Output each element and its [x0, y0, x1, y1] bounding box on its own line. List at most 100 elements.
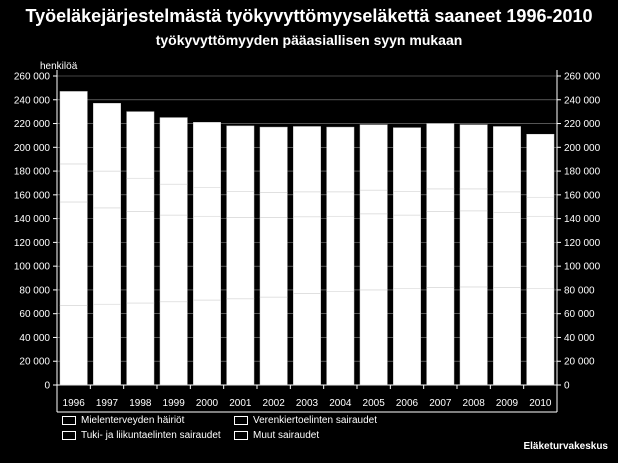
- bar-segment: [193, 299, 221, 386]
- y-tick-label-left: 140 000: [14, 214, 51, 225]
- bar-segment: [459, 124, 488, 190]
- bar-segment: [59, 91, 88, 165]
- bar-segment: [493, 212, 521, 288]
- y-tick-label-left: 60 000: [19, 309, 50, 320]
- bar-segment: [126, 302, 155, 386]
- bar-segment: [326, 126, 355, 193]
- y-tick-label-left: 100 000: [14, 262, 51, 273]
- x-tick-label: 2003: [296, 398, 319, 409]
- bar-segment: [526, 288, 555, 386]
- x-tick-label: 2008: [463, 398, 486, 409]
- x-tick-label: 2002: [263, 398, 286, 409]
- legend-item-3: Muut sairaudet: [234, 430, 319, 441]
- bar-segment: [159, 301, 188, 386]
- bar-segment: [193, 187, 221, 217]
- chart-subtitle: työkyvyttömyyden pääasiallisen syyn muka…: [155, 32, 463, 48]
- bar-segment: [193, 215, 221, 301]
- source-label: Eläketurvakeskus: [523, 441, 608, 452]
- legend-item-1: Tuki- ja liikuntaelinten sairaudet: [62, 430, 221, 441]
- y-tick-label-left: 260 000: [14, 72, 51, 83]
- bar-segment: [226, 217, 255, 300]
- legend-swatch-0: [62, 416, 76, 425]
- legend-item-0: Mielenterveyden häiriöt: [62, 415, 184, 426]
- bar-segment: [226, 191, 255, 218]
- bar-segment: [459, 210, 488, 288]
- y-tick-label-left: 160 000: [14, 190, 51, 201]
- bar-segment: [326, 191, 355, 217]
- bar-segment: [293, 191, 321, 218]
- x-tick-label: 2001: [229, 398, 252, 409]
- bar-segment: [359, 189, 388, 215]
- bar-segment: [126, 111, 155, 179]
- x-tick-label: 1996: [63, 398, 86, 409]
- bar-segment: [93, 103, 121, 172]
- legend-label-0: Mielenterveyden häiriöt: [81, 415, 185, 426]
- y-tick-label-right: 240 000: [564, 95, 601, 106]
- bar-segment: [93, 303, 121, 386]
- y-tick-label-left: 220 000: [14, 119, 51, 130]
- bar-segment: [259, 217, 288, 298]
- bar-segment: [159, 183, 188, 216]
- y-tick-label-right: 260 000: [564, 72, 601, 83]
- bar-segment: [493, 191, 521, 213]
- legend-swatch-3: [234, 431, 248, 440]
- bar-segment: [393, 127, 421, 192]
- y-tick-label-right: 40 000: [564, 333, 595, 344]
- bar-segment: [393, 288, 421, 386]
- legend-label-2: Verenkiertoelinten sairaudet: [253, 415, 377, 426]
- bar-segment: [126, 177, 155, 212]
- legend-item-2: Verenkiertoelinten sairaudet: [234, 415, 377, 426]
- x-tick-label: 1998: [129, 398, 152, 409]
- bar-segment: [193, 122, 221, 188]
- bar-segment: [393, 191, 421, 216]
- bar-segment: [293, 216, 321, 294]
- bar-segment: [526, 196, 555, 217]
- y-tick-label-right: 0: [564, 381, 570, 392]
- bar-segment: [493, 126, 521, 193]
- x-tick-label: 2007: [429, 398, 452, 409]
- bar-segment: [293, 126, 321, 193]
- bar-segment: [359, 213, 388, 291]
- bar-segment: [259, 192, 288, 218]
- y-axis-unit-label: henkilöä: [40, 61, 78, 72]
- legend-swatch-1: [62, 431, 76, 440]
- x-tick-label: 2000: [196, 398, 219, 409]
- y-tick-label-right: 140 000: [564, 214, 601, 225]
- y-tick-label-left: 40 000: [19, 333, 50, 344]
- bar-segment: [59, 163, 88, 203]
- bar-segment: [459, 286, 488, 386]
- y-tick-label-left: 180 000: [14, 167, 51, 178]
- bar-segment: [226, 125, 255, 192]
- bar-segment: [59, 201, 88, 306]
- chart-title: Työeläkejärjestelmästä työkyvyttömyyselä…: [25, 6, 593, 26]
- x-tick-label: 2006: [396, 398, 419, 409]
- bar-segment: [426, 287, 455, 386]
- y-tick-label-left: 200 000: [14, 143, 51, 154]
- bar-segment: [259, 126, 288, 193]
- x-tick-label: 1997: [96, 398, 119, 409]
- bar-segment: [326, 291, 355, 386]
- bar-segment: [226, 298, 255, 386]
- y-tick-label-left: 80 000: [19, 285, 50, 296]
- bar-segment: [426, 211, 455, 288]
- bar-segment: [326, 215, 355, 292]
- bar-segment: [493, 287, 521, 386]
- bar-segment: [426, 188, 455, 212]
- bar-segment: [126, 211, 155, 304]
- bar-segment: [93, 207, 121, 305]
- bar-segment: [359, 124, 388, 191]
- x-tick-label: 2010: [529, 398, 552, 409]
- y-tick-label-right: 60 000: [564, 309, 595, 320]
- bar-segment: [393, 214, 421, 289]
- bar-segment: [259, 296, 288, 386]
- legend-label-3: Muut sairaudet: [253, 430, 320, 441]
- x-tick-label: 2005: [363, 398, 386, 409]
- bar-segment: [93, 170, 121, 209]
- bar-segment: [293, 293, 321, 386]
- bar-segment: [426, 123, 455, 190]
- y-tick-label-right: 100 000: [564, 262, 601, 273]
- y-tick-label-right: 80 000: [564, 285, 595, 296]
- bar-segment: [359, 289, 388, 386]
- y-tick-label-left: 0: [44, 381, 50, 392]
